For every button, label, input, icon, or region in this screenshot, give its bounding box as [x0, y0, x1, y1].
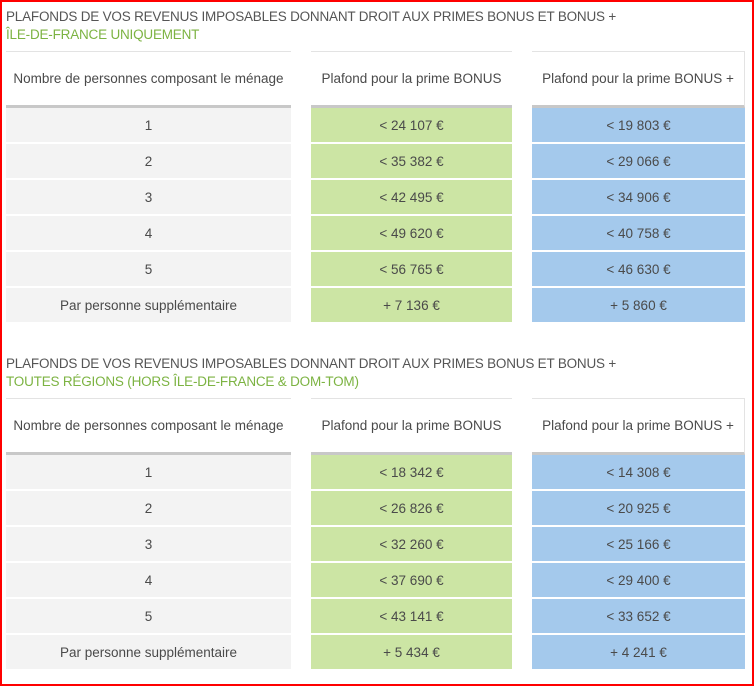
table-cell-household: 4 [6, 563, 291, 597]
table-cell-household: 5 [6, 252, 291, 286]
table-cell-bonus: < 26 826 € [311, 491, 512, 525]
table-cell-bonus: < 49 620 € [311, 216, 512, 250]
table-cell-bonus: < 24 107 € [311, 108, 512, 142]
table-cell-household: 1 [6, 108, 291, 142]
table-cell-bonus-plus: < 29 400 € [532, 563, 745, 597]
section-subtitle: TOUTES RÉGIONS (HORS ÎLE-DE-FRANCE & DOM… [6, 374, 359, 389]
section-subtitle: ÎLE-DE-FRANCE UNIQUEMENT [6, 27, 200, 42]
section-title: PLAFONDS DE VOS REVENUS IMPOSABLES DONNA… [6, 356, 617, 371]
table-cell-bonus-plus: < 40 758 € [532, 216, 745, 250]
table-cell-household: 3 [6, 180, 291, 214]
table-cell-household: Par personne supplémentaire [6, 288, 291, 322]
table-cell-household: 5 [6, 599, 291, 633]
household-size-column: Nombre de personnes composant le ménage … [6, 51, 291, 322]
household-size-column: Nombre de personnes composant le ménage … [6, 398, 291, 669]
column-header-bonus-plus: Plafond pour la prime BONUS + [532, 51, 745, 108]
income-ceiling-section-other-regions: PLAFONDS DE VOS REVENUS IMPOSABLES DONNA… [6, 355, 746, 673]
column-header-bonus-plus: Plafond pour la prime BONUS + [532, 398, 745, 455]
table-cell-bonus-plus: < 19 803 € [532, 108, 745, 142]
table-cell-bonus-plus: < 33 652 € [532, 599, 745, 633]
section-title: PLAFONDS DE VOS REVENUS IMPOSABLES DONNA… [6, 9, 617, 24]
column-header-bonus: Plafond pour la prime BONUS [311, 51, 512, 108]
table-cell-bonus: < 42 495 € [311, 180, 512, 214]
table-cell-bonus: < 32 260 € [311, 527, 512, 561]
column-header-household: Nombre de personnes composant le ménage [6, 398, 291, 455]
table-cell-household: 1 [6, 455, 291, 489]
bonus-ceiling-column: Plafond pour la prime BONUS < 18 342 € <… [311, 398, 512, 669]
income-ceiling-section-idf: PLAFONDS DE VOS REVENUS IMPOSABLES DONNA… [6, 8, 746, 326]
bonus-plus-ceiling-column: Plafond pour la prime BONUS + < 14 308 €… [532, 398, 745, 669]
table-cell-bonus-plus: < 29 066 € [532, 144, 745, 178]
table-cell-household: 2 [6, 144, 291, 178]
table-cell-bonus-plus: + 5 860 € [532, 288, 745, 322]
table-cell-bonus-plus: < 25 166 € [532, 527, 745, 561]
table-cell-bonus-plus: < 34 906 € [532, 180, 745, 214]
income-ceiling-table: Nombre de personnes composant le ménage … [6, 398, 746, 673]
income-ceiling-table: Nombre de personnes composant le ménage … [6, 51, 746, 326]
bonus-ceiling-column: Plafond pour la prime BONUS < 24 107 € <… [311, 51, 512, 322]
table-cell-bonus-plus: < 46 630 € [532, 252, 745, 286]
table-cell-household: Par personne supplémentaire [6, 635, 291, 669]
table-cell-household: 3 [6, 527, 291, 561]
table-cell-bonus: < 18 342 € [311, 455, 512, 489]
table-cell-bonus: + 5 434 € [311, 635, 512, 669]
table-cell-bonus: < 43 141 € [311, 599, 512, 633]
table-cell-bonus: + 7 136 € [311, 288, 512, 322]
column-header-bonus: Plafond pour la prime BONUS [311, 398, 512, 455]
table-cell-household: 2 [6, 491, 291, 525]
column-header-household: Nombre de personnes composant le ménage [6, 51, 291, 108]
table-cell-household: 4 [6, 216, 291, 250]
bonus-plus-ceiling-column: Plafond pour la prime BONUS + < 19 803 €… [532, 51, 745, 322]
table-cell-bonus: < 37 690 € [311, 563, 512, 597]
table-cell-bonus: < 56 765 € [311, 252, 512, 286]
table-cell-bonus: < 35 382 € [311, 144, 512, 178]
table-cell-bonus-plus: < 14 308 € [532, 455, 745, 489]
table-cell-bonus-plus: < 20 925 € [532, 491, 745, 525]
table-cell-bonus-plus: + 4 241 € [532, 635, 745, 669]
